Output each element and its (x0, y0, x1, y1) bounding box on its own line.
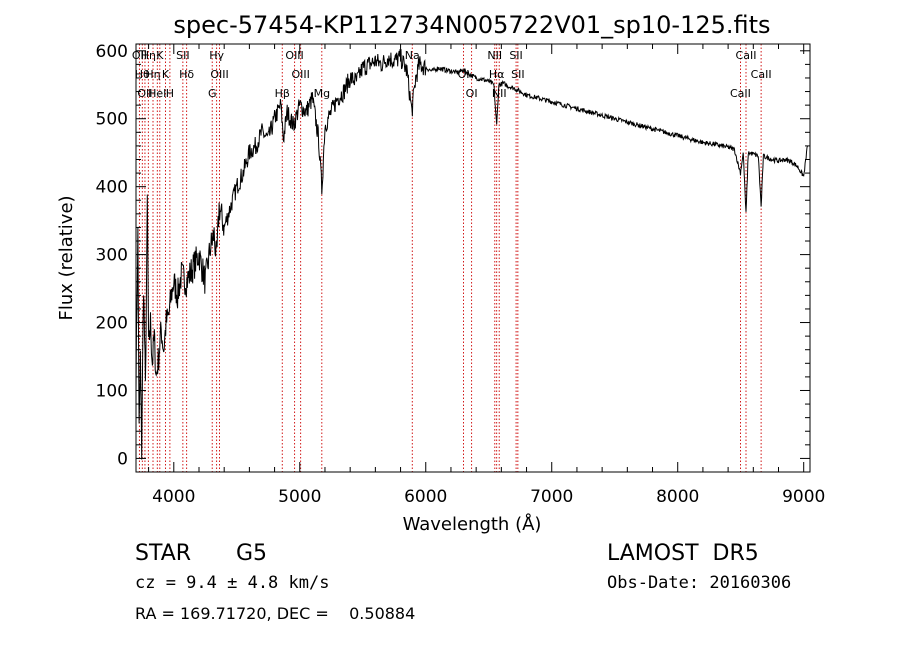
x-axis-label: Wavelength (Å) (403, 513, 542, 535)
line-label-2: OII (137, 87, 152, 100)
line-label-22: Hα (489, 68, 505, 81)
y-axis: 0 100 200 300 400 500 600 (96, 42, 810, 469)
y-tick-label-300: 300 (96, 246, 128, 266)
line-label-21: NII (487, 49, 502, 62)
line-label-8: H (166, 87, 174, 100)
line-label-11: G (208, 87, 217, 100)
line-label-23: NII (492, 87, 507, 100)
survey-name: LAMOST DR5 (607, 541, 759, 566)
y-axis-label: Flux (relative) (56, 195, 77, 320)
line-label-20: OI (466, 87, 478, 100)
y-tick-label-500: 500 (96, 110, 128, 130)
line-label-5: HeI (148, 87, 166, 100)
x-tick-label-7000: 7000 (530, 487, 573, 507)
line-label-9: SII (176, 49, 189, 62)
line-label-19: OI (458, 68, 470, 81)
y-tick-label-600: 600 (96, 42, 128, 62)
observation-date: Obs-Date: 20160306 (607, 573, 792, 593)
line-label-14: Hβ (275, 87, 290, 100)
y-tick-label-200: 200 (96, 314, 128, 334)
spectrum-series (135, 48, 808, 460)
line-label-17: Mg (314, 87, 330, 100)
line-label-25: SII (511, 68, 524, 81)
object-class: STAR (135, 541, 192, 566)
plot-frame (135, 43, 811, 473)
x-axis: 4000 5000 6000 7000 8000 9000 (148, 44, 825, 507)
line-label-15: OIII (285, 49, 303, 62)
chart-title: spec-57454-KP112734N005722V01_sp10-125.f… (173, 11, 770, 39)
line-label-4: Hη (145, 68, 160, 81)
line-label-12: Hγ (209, 49, 224, 62)
spectrum-line (135, 48, 808, 460)
line-label-26: CaII (730, 87, 751, 100)
line-label-28: CaII (751, 68, 772, 81)
y-tick-label-400: 400 (96, 178, 128, 198)
line-label-16: OIII (291, 68, 309, 81)
x-tick-label-4000: 4000 (152, 487, 195, 507)
x-tick-label-5000: 5000 (278, 487, 321, 507)
line-label-10: Hδ (179, 68, 194, 81)
redshift-cz: cz = 9.4 ± 4.8 km/s (135, 573, 330, 593)
y-tick-label-0: 0 (117, 449, 128, 469)
line-label-13: OIII (210, 68, 228, 81)
coordinates: RA = 169.71720, DEC = 0.50884 (135, 604, 416, 623)
emission-line-markers (138, 44, 762, 472)
line-label-24: SII (509, 49, 522, 62)
y-tick-label-100: 100 (96, 381, 128, 401)
line-label-3: Hη (141, 49, 156, 62)
x-tick-label-8000: 8000 (656, 487, 699, 507)
x-tick-label-9000: 9000 (782, 487, 825, 507)
object-subclass: G5 (236, 541, 268, 566)
line-label-27: CaII (736, 49, 757, 62)
line-label-6: K (156, 49, 164, 62)
line-label-7: K (162, 68, 170, 81)
line-label-18: Na (405, 49, 420, 62)
x-tick-label-6000: 6000 (404, 487, 447, 507)
